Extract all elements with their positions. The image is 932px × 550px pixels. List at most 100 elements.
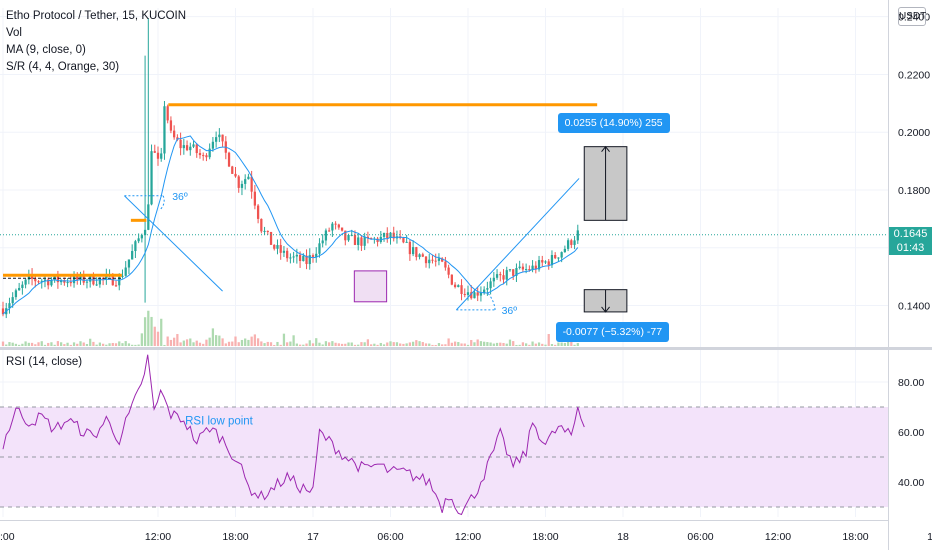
candle-body xyxy=(518,266,521,269)
candle xyxy=(428,253,431,269)
volume-bar xyxy=(5,344,8,346)
candle-body xyxy=(195,144,198,154)
candle-body xyxy=(305,255,308,265)
candle-body xyxy=(554,255,557,259)
candle xyxy=(95,277,98,287)
candle-body xyxy=(505,270,508,280)
chart-title[interactable]: Etho Protocol / Tether, 15, KUCOIN xyxy=(6,10,187,22)
indicator-sr[interactable]: S/R (4, 4, Orange, 30) xyxy=(6,61,120,73)
volume-bar xyxy=(502,342,505,346)
volume-bar xyxy=(453,341,457,346)
candle-body xyxy=(114,285,118,287)
volume-bar xyxy=(499,342,502,346)
candle-body xyxy=(286,250,289,259)
candle-body xyxy=(143,229,147,236)
candle-body xyxy=(437,258,441,261)
candle-body xyxy=(434,260,437,262)
candle-body xyxy=(40,280,43,282)
volume-bar xyxy=(256,338,260,346)
volume-bar xyxy=(89,338,92,346)
candle-body xyxy=(495,274,499,278)
volume-bar xyxy=(92,341,95,346)
candle-body xyxy=(234,173,237,177)
volume-bar xyxy=(1,341,5,346)
candle-body xyxy=(218,134,221,138)
candle xyxy=(308,248,311,270)
candle-body xyxy=(347,234,350,241)
candle xyxy=(250,170,253,199)
candle xyxy=(189,142,192,156)
candle-body xyxy=(321,240,324,244)
candle xyxy=(418,253,421,260)
volume-bar xyxy=(147,310,150,346)
currency-button[interactable]: USDT xyxy=(898,7,926,26)
volume-bar xyxy=(350,342,353,346)
candle xyxy=(476,286,479,302)
candle xyxy=(392,226,395,242)
volume-bar xyxy=(450,342,453,346)
candle-body xyxy=(205,155,208,158)
candle xyxy=(318,238,321,258)
candle xyxy=(234,167,237,178)
candle-body xyxy=(411,247,415,255)
candle-body xyxy=(250,176,253,192)
candle-body xyxy=(560,252,563,258)
candle xyxy=(379,231,382,244)
candle xyxy=(321,234,324,248)
candle xyxy=(63,277,66,286)
volume-bar xyxy=(431,344,434,346)
candle xyxy=(434,253,437,267)
candle-body xyxy=(166,106,169,121)
volume-bar xyxy=(334,342,337,346)
candle xyxy=(537,255,541,272)
volume-bar xyxy=(576,342,579,346)
candle-body xyxy=(1,308,5,315)
candle xyxy=(444,256,447,271)
time-tick-label: 12:00 xyxy=(455,531,481,543)
candle-body xyxy=(366,236,370,239)
candle-body xyxy=(298,254,302,262)
volume-bar xyxy=(360,342,363,346)
candle-body xyxy=(441,258,444,262)
candle-body xyxy=(476,292,479,296)
volume-bar xyxy=(231,341,234,346)
candle-body xyxy=(415,247,418,258)
volume-bar xyxy=(402,343,405,346)
volume-bar xyxy=(173,337,176,346)
volume-bar xyxy=(118,341,121,346)
volume-bar xyxy=(512,341,515,346)
candle xyxy=(50,277,53,287)
candle xyxy=(218,128,221,143)
measure-up-label[interactable]: 0.0255 (14.90%) 255 xyxy=(557,112,670,133)
volume-bar xyxy=(11,342,14,346)
volume-bar xyxy=(227,341,231,346)
chart-drawings: 36º 36º xyxy=(0,145,888,317)
rsi-low-point-annotation: RSI low point xyxy=(185,416,254,428)
candle-body xyxy=(357,237,360,245)
candle-body xyxy=(318,243,321,254)
measure-down-label[interactable]: -0.0077 (−5.32%) -77 xyxy=(555,321,670,342)
volume-bar xyxy=(211,328,215,346)
candle xyxy=(14,288,18,300)
candle-body xyxy=(311,255,315,257)
time-tick-label: 12:00 xyxy=(765,531,791,543)
trend-line-down xyxy=(124,195,223,292)
rsi-tick-label: 40.00 xyxy=(898,477,924,489)
volume-bar xyxy=(50,342,53,346)
volume-bar xyxy=(486,342,489,346)
indicator-vol[interactable]: Vol xyxy=(6,27,22,39)
candle xyxy=(127,259,131,275)
volume-bar xyxy=(198,342,202,346)
candle xyxy=(114,280,118,287)
rsi-title[interactable]: RSI (14, close) xyxy=(6,356,83,368)
indicator-ma[interactable]: MA (9, close, 0) xyxy=(6,44,86,56)
candle-body xyxy=(563,248,567,253)
candle-body xyxy=(279,245,282,253)
candle-body xyxy=(21,284,24,288)
candle-body xyxy=(247,176,250,180)
candle-body xyxy=(231,166,234,174)
volume-bar xyxy=(66,342,69,346)
volume-bar xyxy=(21,343,24,346)
volume-bar xyxy=(328,342,331,346)
